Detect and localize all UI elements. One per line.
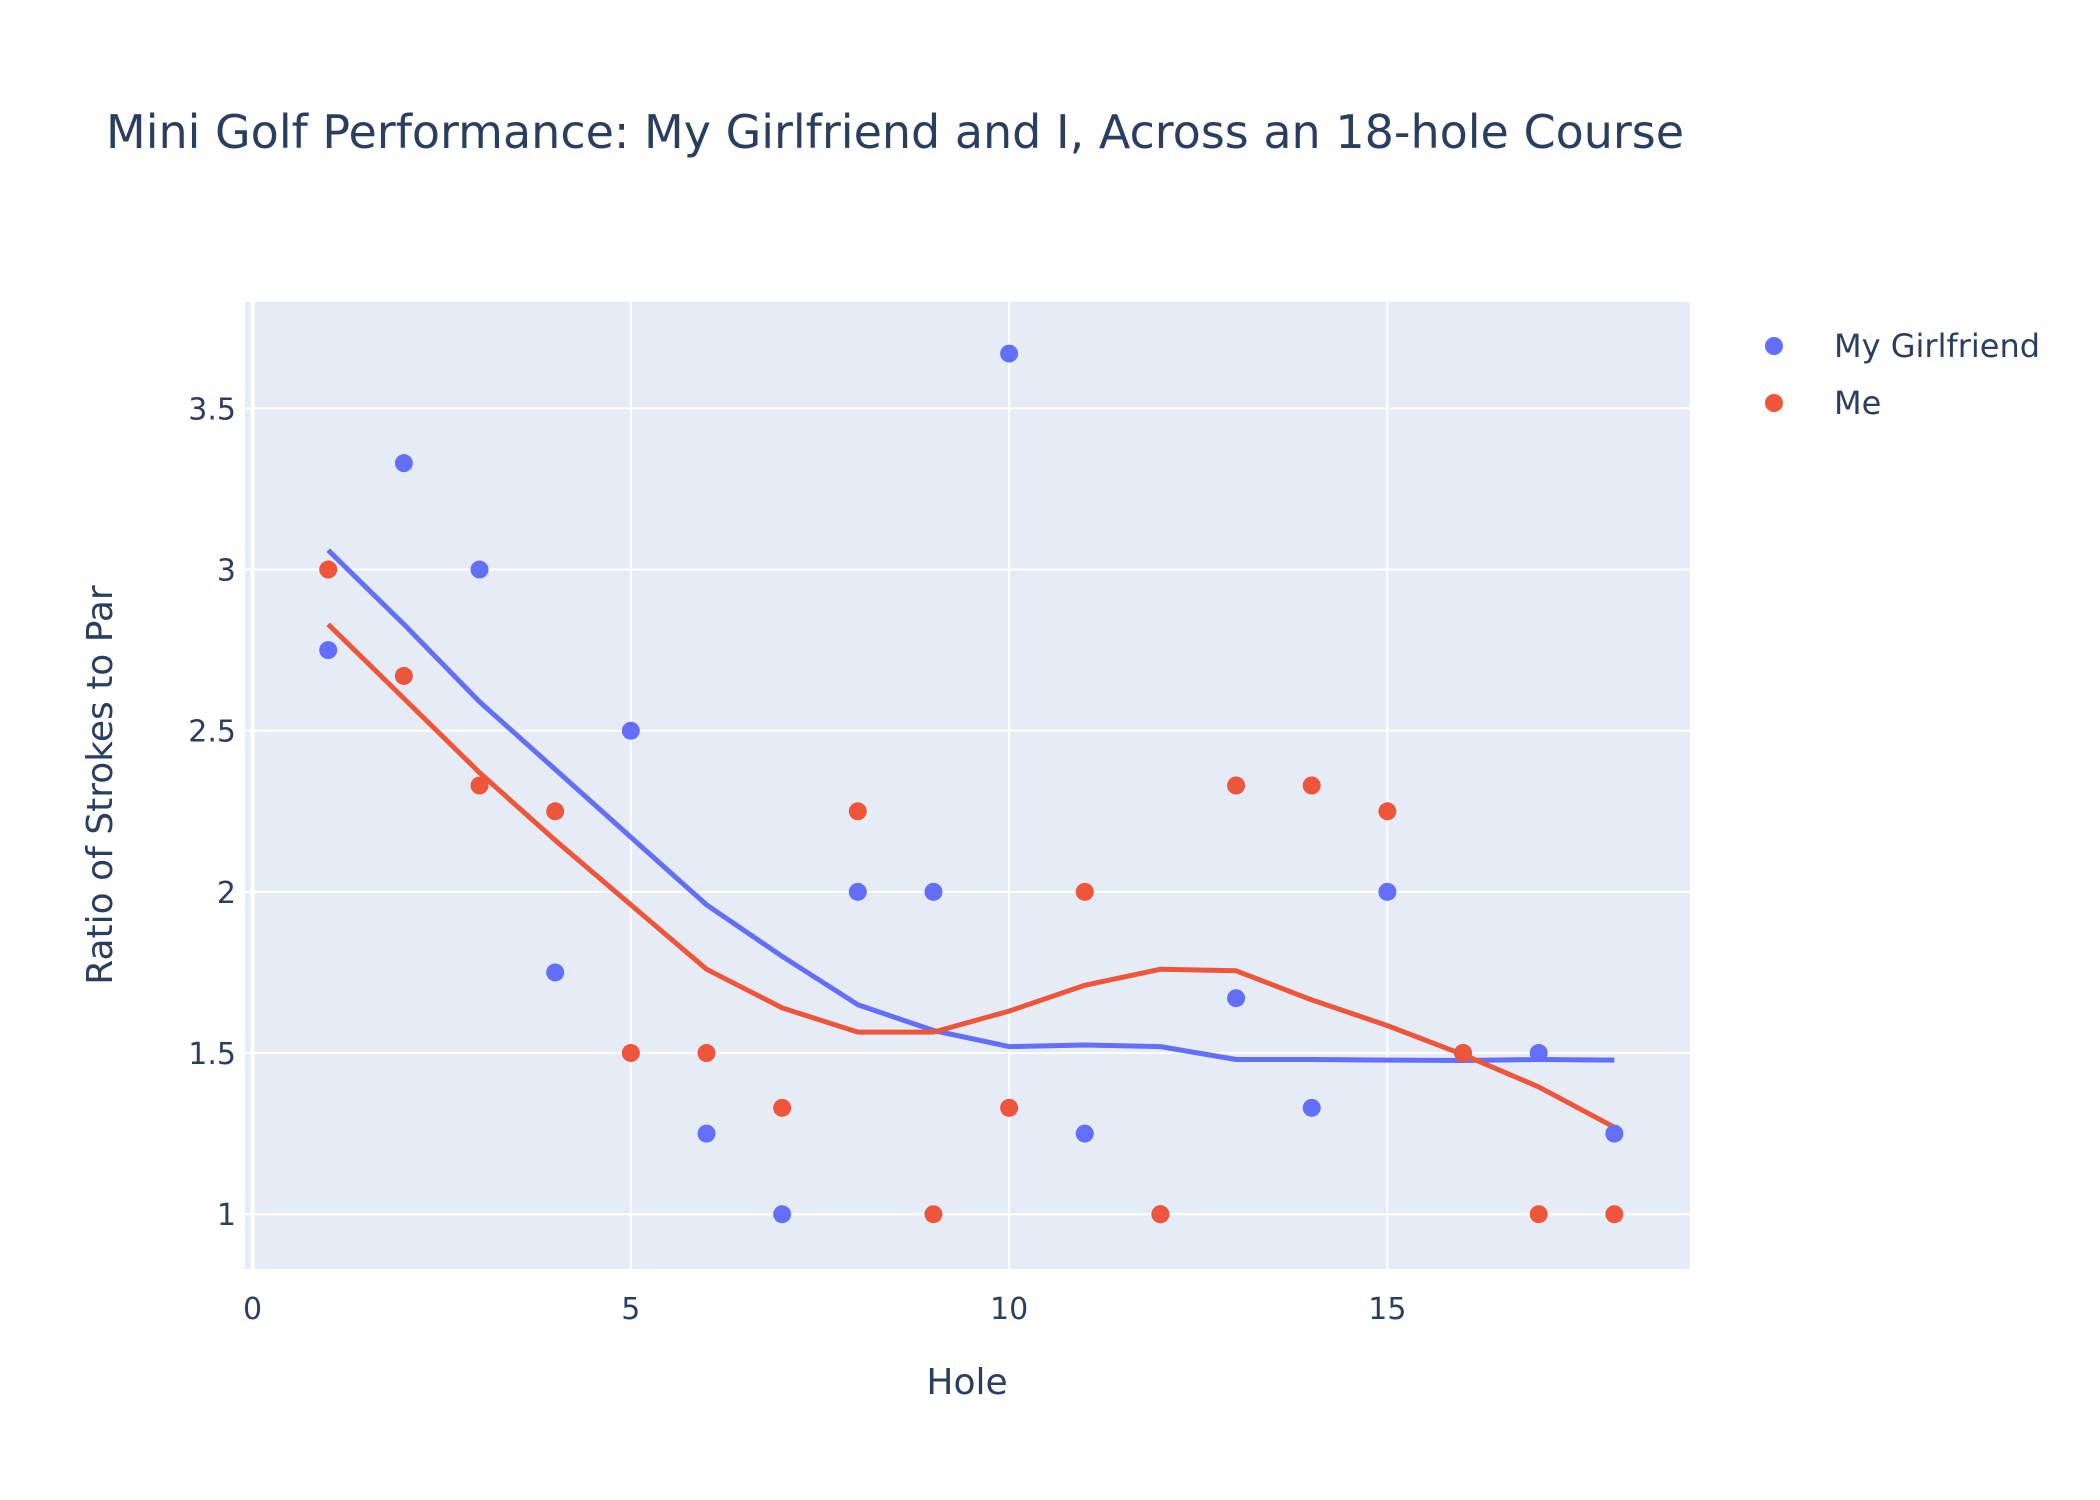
point-my-girlfriend xyxy=(697,1124,716,1143)
x-tick-label: 0 xyxy=(243,1292,262,1327)
y-tick-label: 3.5 xyxy=(188,392,236,427)
point-me xyxy=(319,560,338,579)
x-tick-label: 5 xyxy=(621,1292,640,1327)
legend-label-my-girlfriend: My Girlfriend xyxy=(1834,327,2040,365)
x-tick-label: 10 xyxy=(990,1292,1028,1327)
point-my-girlfriend xyxy=(1075,1124,1094,1143)
y-tick-label: 2.5 xyxy=(188,715,236,750)
point-my-girlfriend xyxy=(848,882,867,901)
point-my-girlfriend xyxy=(546,963,565,982)
y-tick-label: 3 xyxy=(217,554,236,589)
ticks-layer: 0 5 10 15 1 1.5 2 2.5 3 3.5 xyxy=(188,392,1406,1327)
legend-marker-my-girlfriend xyxy=(1765,337,1783,355)
point-me xyxy=(1378,802,1397,821)
legend-marker-me xyxy=(1765,394,1783,412)
point-my-girlfriend xyxy=(924,882,943,901)
point-me xyxy=(1302,776,1321,795)
point-me xyxy=(621,1044,640,1063)
point-me xyxy=(1000,1098,1019,1117)
point-me xyxy=(1529,1205,1548,1224)
trend-layer xyxy=(326,548,1616,1130)
plot-area xyxy=(245,302,1690,1269)
point-me xyxy=(1454,1044,1473,1063)
point-me xyxy=(924,1205,943,1224)
point-my-girlfriend xyxy=(1227,989,1246,1008)
point-my-girlfriend xyxy=(1000,344,1019,363)
x-tick-label: 15 xyxy=(1368,1292,1406,1327)
legend-label-me: Me xyxy=(1834,384,1881,422)
legend: My Girlfriend Me xyxy=(1765,327,2040,422)
trend-line-my-girlfriend xyxy=(326,548,1615,1063)
point-me xyxy=(773,1098,792,1117)
point-me xyxy=(848,802,867,821)
point-me xyxy=(394,666,413,685)
point-me xyxy=(1227,776,1246,795)
point-my-girlfriend xyxy=(773,1205,792,1224)
point-me xyxy=(470,776,489,795)
point-my-girlfriend xyxy=(1529,1044,1548,1063)
grid-layer xyxy=(245,302,1690,1269)
point-my-girlfriend xyxy=(621,721,640,740)
point-my-girlfriend xyxy=(1605,1124,1624,1143)
point-my-girlfriend xyxy=(394,454,413,473)
x-axis-title: Hole xyxy=(926,1362,1007,1403)
points-layer xyxy=(319,344,1624,1224)
point-my-girlfriend xyxy=(319,641,338,660)
y-tick-label: 1 xyxy=(217,1198,236,1233)
point-my-girlfriend xyxy=(1378,882,1397,901)
y-tick-label: 1.5 xyxy=(188,1037,236,1072)
point-my-girlfriend xyxy=(1302,1098,1321,1117)
point-me xyxy=(1605,1205,1624,1224)
point-my-girlfriend xyxy=(470,560,489,579)
point-me xyxy=(1075,882,1094,901)
point-me xyxy=(546,802,565,821)
trend-line-me xyxy=(326,622,1616,1130)
y-tick-label: 2 xyxy=(217,876,236,911)
point-me xyxy=(1151,1205,1170,1224)
chart-title: Mini Golf Performance: My Girlfriend and… xyxy=(106,105,1684,159)
y-axis-title: Ratio of Strokes to Par xyxy=(80,585,121,985)
point-me xyxy=(697,1044,716,1063)
